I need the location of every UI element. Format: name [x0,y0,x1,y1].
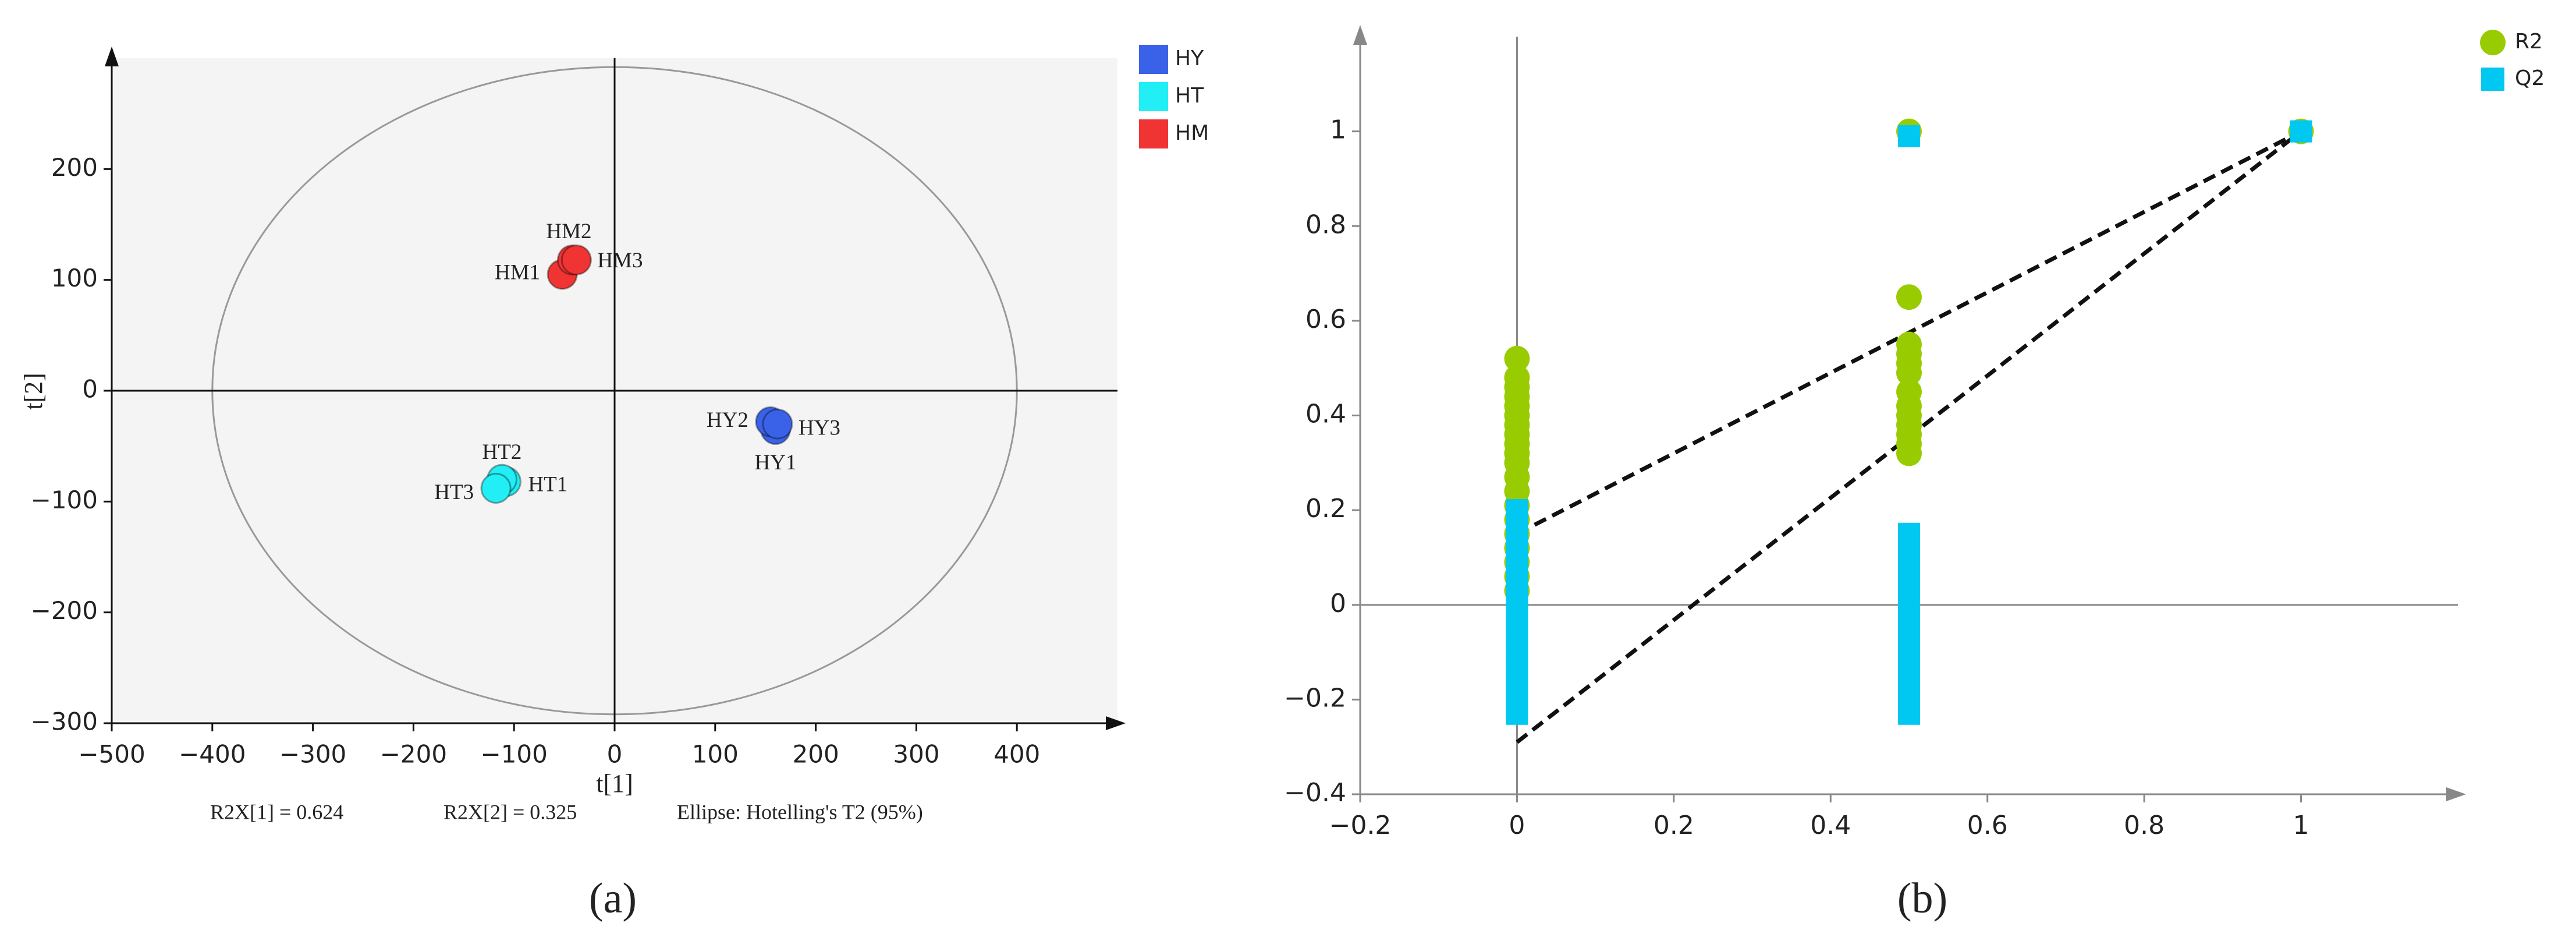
y-tick-label: 0.2 [1305,494,1346,523]
x-tick-label: 100 [692,740,739,769]
legend-label: HM [1175,121,1209,145]
x-tick-label: 0.6 [1967,811,2008,840]
point [762,408,793,440]
x-tick-label: 400 [994,740,1040,769]
point [1896,440,1922,466]
point-label: HM2 [546,220,591,243]
point [560,244,592,275]
x-axis-label: t[1] [596,769,633,798]
point-label: HT2 [482,440,522,464]
legend-label: Q2 [2515,66,2545,90]
x-tick-label: 0.2 [1654,811,1694,840]
axis-arrow [105,47,119,66]
panel-caption: (b) [1897,875,1947,922]
y-tick-label: −0.2 [1284,683,1346,713]
y-tick-label: 100 [51,264,98,292]
point [1898,702,1920,725]
point-label: HT1 [528,473,567,497]
legend-label: R2 [2515,30,2543,54]
x-tick-label: 200 [793,740,839,769]
footer-note: R2X[1] = 0.624 [210,800,343,823]
point-label: HY3 [799,416,840,440]
y-tick-label: 1 [1330,115,1346,145]
axis-arrow [2446,787,2466,801]
x-tick-label: 0.4 [1810,811,1851,840]
x-tick-label: −0.2 [1329,811,1392,840]
y-tick-label: 0 [1330,589,1346,618]
y-axis-label: t[2] [19,373,48,410]
point [480,472,512,504]
x-tick-label: 0 [607,740,623,769]
point-label: HT3 [434,480,474,504]
point [1896,284,1922,310]
x-tick-label: 1 [2293,811,2309,840]
x-tick-label: 0.8 [2124,811,2165,840]
x-tick-label: −300 [279,740,346,769]
axis-arrow [1353,25,1367,45]
legend-swatch [2480,30,2506,55]
legend-swatch [1139,45,1168,74]
legend-swatch [2481,68,2504,91]
y-tick-label: 0.8 [1305,210,1346,239]
y-tick-label: 200 [51,153,98,182]
point [1506,702,1528,725]
point-label: HM1 [495,261,540,285]
y-tick-label: −100 [31,486,98,514]
point [1504,345,1530,372]
panel-caption: (a) [589,875,637,922]
y-tick-label: −200 [31,596,98,625]
legend-label: HT [1175,84,1204,108]
y-tick-label: −0.4 [1284,778,1346,808]
legend-swatch [1139,119,1168,148]
point-label: HY2 [707,408,748,432]
point-label: HM3 [597,249,643,273]
x-tick-label: 300 [893,740,939,769]
y-tick-label: 0.6 [1305,305,1346,334]
point [1898,125,1920,147]
y-tick-label: 0.4 [1305,399,1346,429]
x-tick-label: −200 [380,740,447,769]
y-tick-label: −300 [31,707,98,736]
point-label: HY1 [755,451,797,475]
x-tick-label: −100 [481,740,548,769]
y-tick-label: 0 [82,375,98,404]
point [1896,360,1922,386]
x-tick-label: −500 [78,740,145,769]
footer-note: Ellipse: Hotelling's T2 (95%) [677,800,923,823]
legend-label: HY [1175,47,1204,70]
footer-note: R2X[2] = 0.325 [443,800,577,823]
x-tick-label: −400 [179,740,246,769]
axis-arrow [1106,716,1126,730]
x-tick-label: 0 [1509,811,1525,840]
legend-swatch [1139,82,1168,111]
point [2290,120,2312,143]
